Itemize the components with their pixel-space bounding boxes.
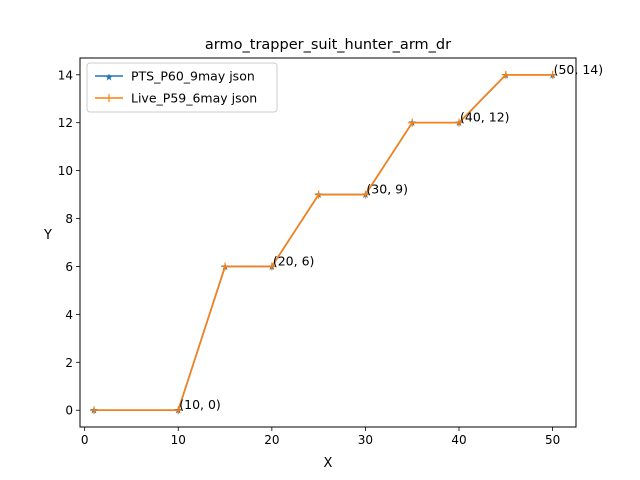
y-tick-label: 4 bbox=[65, 308, 73, 322]
x-tick-label: 50 bbox=[545, 433, 560, 447]
legend-label-live: Live_P59_6may json bbox=[131, 91, 257, 106]
x-axis: 0 10 20 30 40 50 bbox=[81, 427, 560, 447]
y-tick-label: 0 bbox=[65, 404, 73, 418]
x-tick-label: 30 bbox=[358, 433, 373, 447]
data-point-plus bbox=[174, 406, 183, 415]
y-axis: 0 2 4 6 8 10 12 14 bbox=[58, 68, 80, 418]
data-point-plus bbox=[501, 70, 510, 79]
data-point-plus bbox=[267, 262, 276, 271]
x-axis-label: X bbox=[324, 456, 333, 471]
data-point-plus bbox=[90, 406, 99, 415]
y-tick-label: 8 bbox=[65, 212, 73, 226]
legend-box bbox=[86, 62, 278, 113]
data-point-plus bbox=[314, 190, 323, 199]
data-annotation: (20, 6) bbox=[273, 253, 315, 268]
series-line-1 bbox=[94, 73, 553, 412]
y-axis-label: Y bbox=[43, 228, 52, 243]
x-tick-label: 20 bbox=[264, 433, 279, 447]
axes-frame bbox=[79, 57, 577, 428]
x-tick-label: 40 bbox=[451, 433, 466, 447]
y-tick-label: 12 bbox=[58, 116, 73, 130]
y-tick-label: 10 bbox=[58, 164, 73, 178]
data-point-plus bbox=[548, 70, 557, 79]
data-annotation: (10, 0) bbox=[179, 397, 221, 412]
data-point-plus bbox=[408, 118, 417, 127]
legend-label-pts: PTS_P60_9may json bbox=[131, 69, 255, 84]
y-tick-label: 14 bbox=[58, 68, 73, 82]
legend-star-icon: ★ bbox=[105, 73, 114, 84]
legend: ★ PTS_P60_9may json Live_P59_6may json bbox=[86, 62, 278, 113]
x-tick-label: 10 bbox=[171, 433, 186, 447]
data-point-plus bbox=[221, 262, 230, 271]
x-tick-label: 0 bbox=[81, 433, 89, 447]
y-tick-label: 6 bbox=[65, 260, 73, 274]
data-point-plus bbox=[361, 190, 370, 199]
data-annotation: (30, 9) bbox=[366, 182, 408, 197]
y-tick-label: 2 bbox=[65, 356, 73, 370]
plot-area: ★★★★★★★★★★(10, 0)(20, 6)(30, 9)(40, 12)(… bbox=[90, 62, 604, 417]
data-point-plus bbox=[455, 118, 464, 127]
data-annotation: (40, 12) bbox=[460, 110, 510, 125]
chart-title: armo_trapper_suit_hunter_arm_dr bbox=[205, 37, 451, 53]
data-annotation: (50, 14) bbox=[554, 62, 604, 77]
